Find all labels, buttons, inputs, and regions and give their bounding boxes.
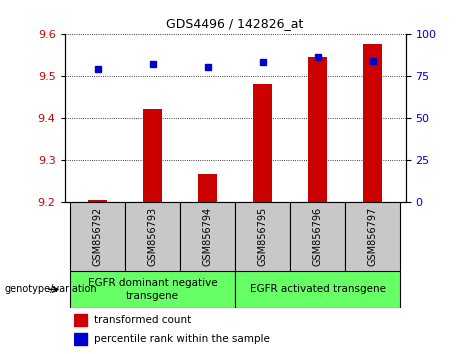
Text: genotype/variation: genotype/variation [5, 284, 97, 295]
Bar [308, 57, 327, 202]
Bar [253, 84, 272, 202]
FancyBboxPatch shape [180, 202, 235, 271]
Bar [363, 44, 382, 202]
Text: GSM856795: GSM856795 [258, 207, 268, 266]
Text: GSM856797: GSM856797 [368, 207, 378, 266]
Text: EGFR activated transgene: EGFR activated transgene [250, 284, 386, 295]
FancyBboxPatch shape [235, 271, 400, 308]
FancyBboxPatch shape [290, 202, 345, 271]
Text: GSM856794: GSM856794 [202, 207, 213, 266]
Bar [74, 314, 87, 326]
FancyBboxPatch shape [235, 202, 290, 271]
Text: GSM856796: GSM856796 [313, 207, 323, 266]
Text: transformed count: transformed count [94, 315, 191, 325]
Bar [74, 333, 87, 345]
Text: GSM856793: GSM856793 [148, 207, 158, 266]
FancyBboxPatch shape [70, 202, 125, 271]
Bar [88, 200, 107, 202]
FancyBboxPatch shape [125, 202, 180, 271]
FancyBboxPatch shape [345, 202, 400, 271]
Title: GDS4496 / 142826_at: GDS4496 / 142826_at [166, 17, 304, 30]
Bar [143, 109, 162, 202]
Text: GSM856792: GSM856792 [93, 207, 102, 266]
Bar [198, 175, 217, 202]
Text: EGFR dominant negative
transgene: EGFR dominant negative transgene [88, 278, 218, 301]
Text: percentile rank within the sample: percentile rank within the sample [94, 334, 270, 344]
FancyBboxPatch shape [70, 271, 235, 308]
